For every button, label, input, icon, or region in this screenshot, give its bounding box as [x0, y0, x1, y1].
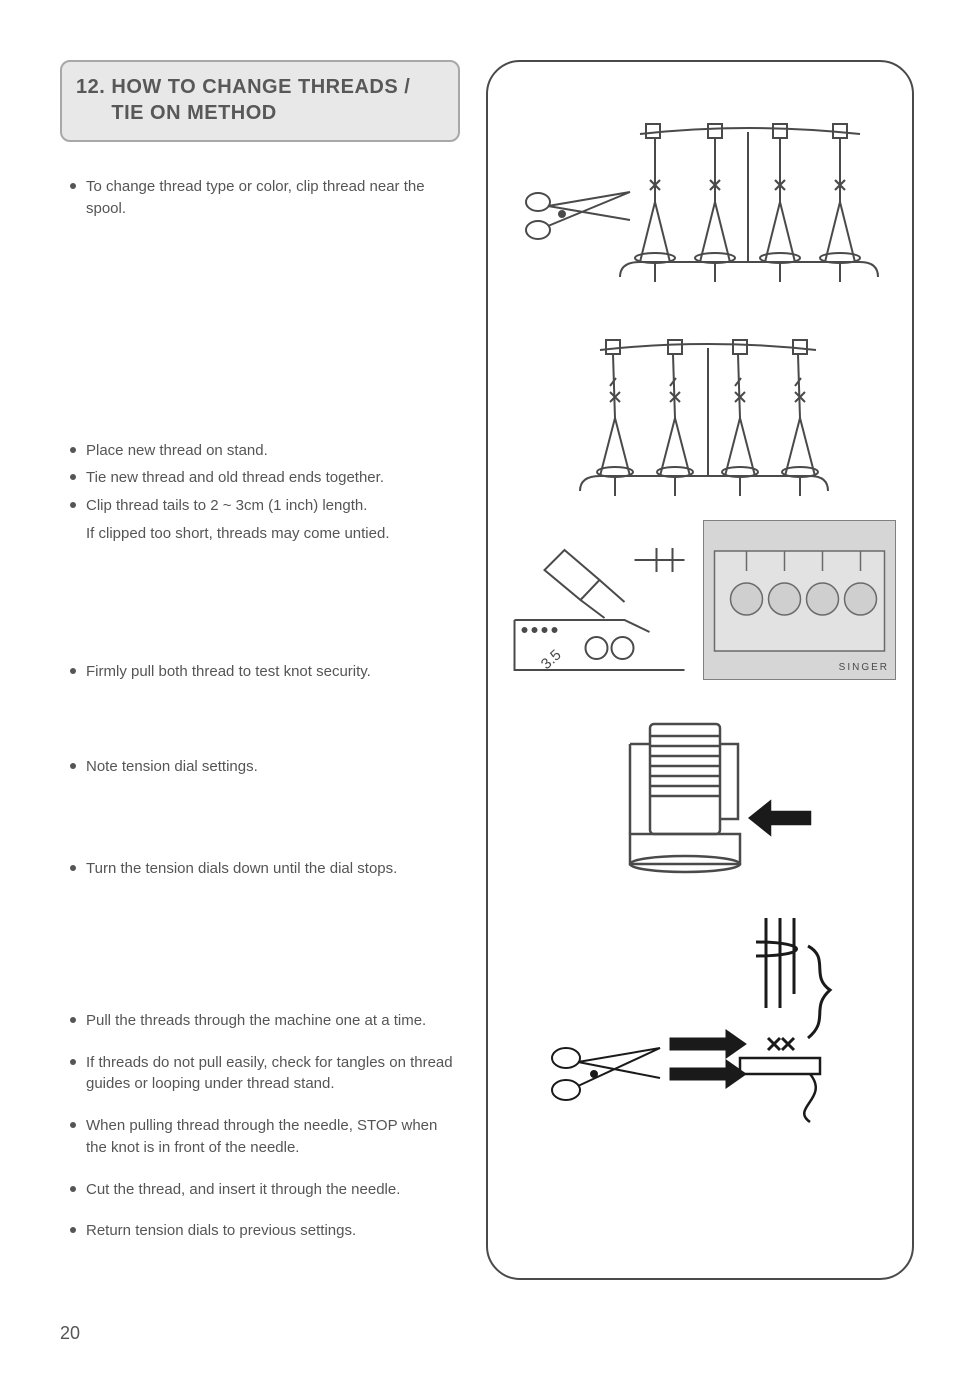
- dial-value-label: 3.5: [538, 646, 565, 673]
- instruction-item: Clip thread tails to 2 ~ 3cm (1 inch) le…: [60, 495, 460, 517]
- illustration-column: 3.5: [486, 60, 914, 1280]
- instruction-item: Cut the thread, and insert it through th…: [60, 1179, 460, 1201]
- section-heading: 12. HOW TO CHANGE THREADS / 12. TIE ON M…: [60, 60, 460, 142]
- heading-line2: TIE ON METHOD: [111, 102, 276, 124]
- diagram-dial-pointer: 3.5: [504, 520, 695, 680]
- brand-label: SINGER: [839, 662, 889, 673]
- instruction-item: Note tension dial settings.: [60, 756, 460, 778]
- instruction-item: Firmly pull both thread to test knot sec…: [60, 661, 460, 683]
- instruction-list: Note tension dial settings.: [60, 756, 460, 778]
- diagram-turn-dial-down: [504, 694, 896, 884]
- instruction-item: Place new thread on stand.: [60, 440, 460, 462]
- instruction-list: Turn the tension dials down until the di…: [60, 858, 460, 880]
- instruction-group: Turn the tension dials down until the di…: [60, 858, 460, 880]
- instruction-group: Note tension dial settings.: [60, 756, 460, 778]
- instruction-group: Pull the threads through the machine one…: [60, 1010, 460, 1242]
- instruction-item: When pulling thread through the needle, …: [60, 1115, 460, 1159]
- instruction-list: Firmly pull both thread to test knot sec…: [60, 661, 460, 683]
- instruction-group: Firmly pull both thread to test knot sec…: [60, 661, 460, 683]
- text-column: 12. HOW TO CHANGE THREADS / 12. TIE ON M…: [60, 60, 460, 1280]
- instruction-subtext: If clipped too short, threads may come u…: [60, 523, 460, 545]
- heading-number: 12.: [76, 76, 105, 98]
- instruction-list: To change thread type or color, clip thr…: [60, 176, 460, 220]
- instruction-item: Pull the threads through the machine one…: [60, 1010, 460, 1032]
- instruction-item: Tie new thread and old thread ends toget…: [60, 467, 460, 489]
- page-number: 20: [60, 1323, 80, 1344]
- heading-line1: HOW TO CHANGE THREADS /: [111, 76, 410, 98]
- diagram-pull-and-cut: [504, 898, 896, 1128]
- instruction-list: Pull the threads through the machine one…: [60, 1010, 460, 1242]
- diagram-tie-ends: [504, 306, 896, 506]
- instruction-group: Place new thread on stand. Tie new thread…: [60, 440, 460, 545]
- instruction-group: To change thread type or color, clip thr…: [60, 176, 460, 220]
- diagram-clip-near-spool: [504, 82, 896, 292]
- instruction-item: Return tension dials to previous setting…: [60, 1220, 460, 1242]
- instruction-groups: To change thread type or color, clip thr…: [60, 176, 460, 1242]
- diagram-tension-row: 3.5: [504, 520, 896, 680]
- instruction-list: Place new thread on stand. Tie new thread…: [60, 440, 460, 545]
- instruction-item: If threads do not pull easily, check for…: [60, 1052, 460, 1096]
- instruction-item: Turn the tension dials down until the di…: [60, 858, 460, 880]
- photo-tension-dials: SINGER: [703, 520, 896, 680]
- instruction-item: To change thread type or color, clip thr…: [60, 176, 460, 220]
